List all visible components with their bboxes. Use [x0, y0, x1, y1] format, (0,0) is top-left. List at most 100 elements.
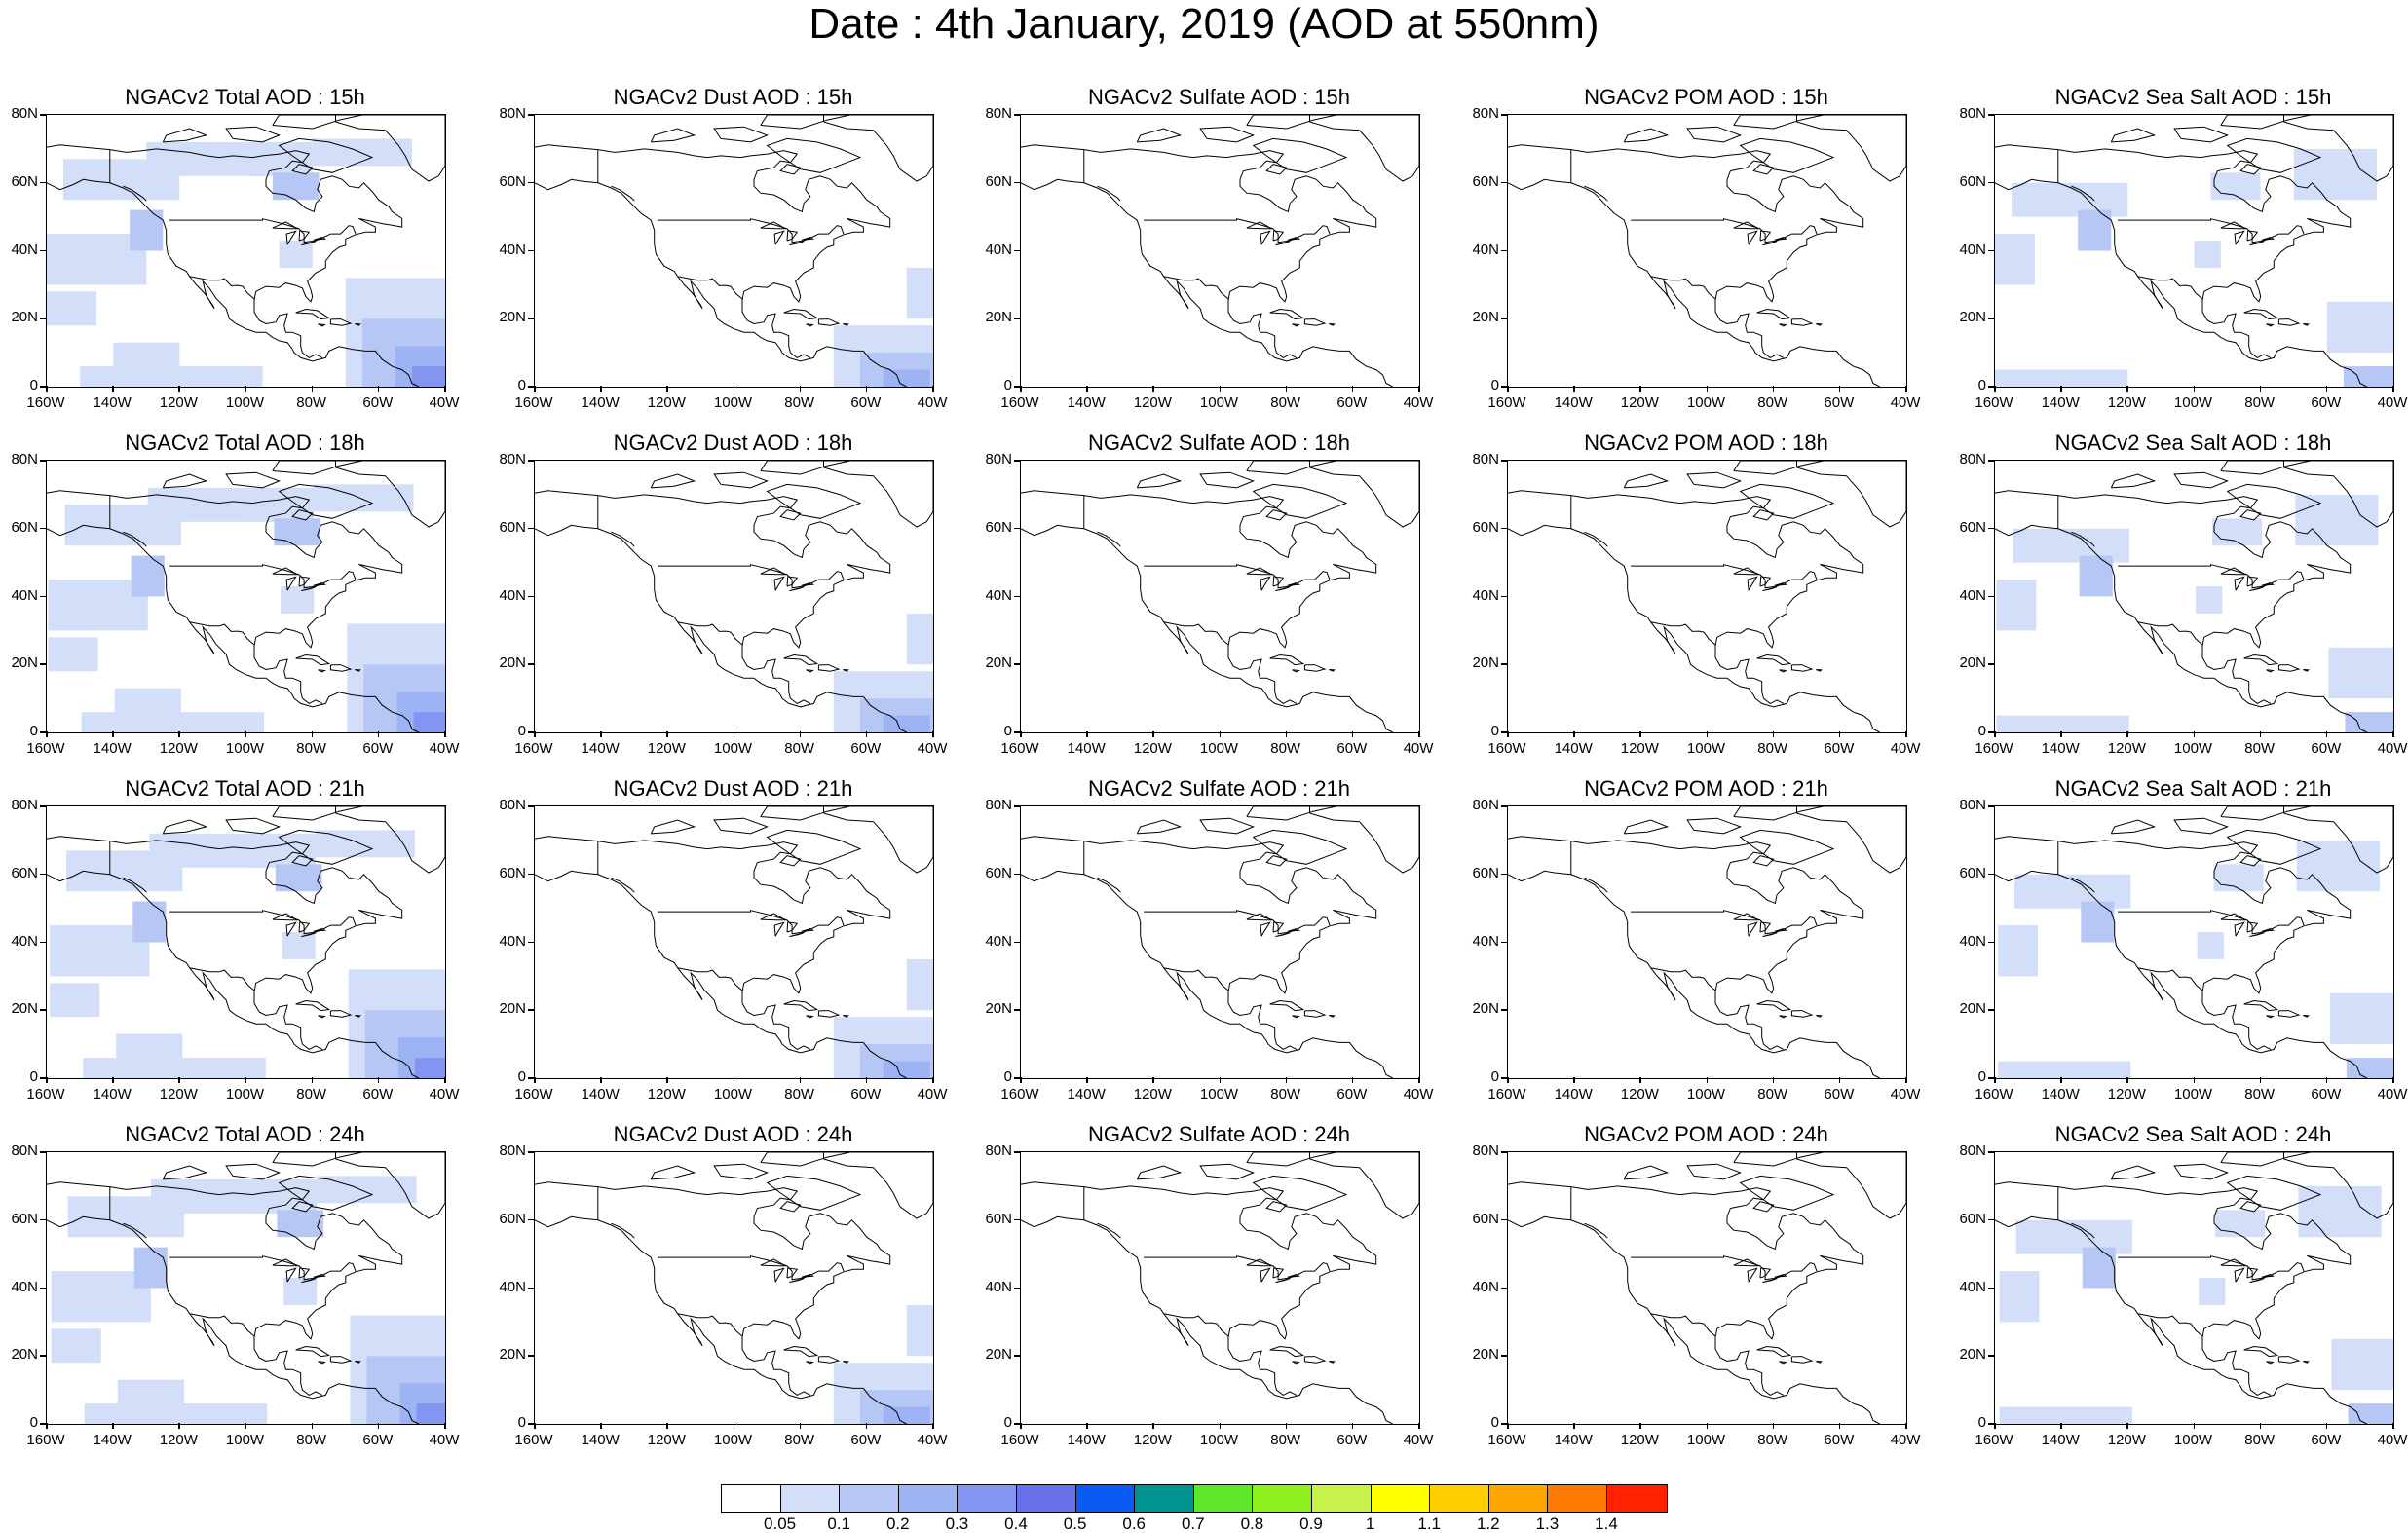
- aod-shading-cell: [2296, 840, 2380, 892]
- aod-shading-cell: [116, 1033, 183, 1062]
- coastline-path: [1762, 1278, 1778, 1284]
- coastline-path: [313, 581, 327, 586]
- coastline-path: [789, 586, 805, 592]
- lon-tick-label: 120W: [1620, 1086, 1659, 1103]
- lon-tick: [444, 1423, 446, 1429]
- lon-tick-label: 100W: [713, 1086, 753, 1103]
- coastline-path: [1623, 473, 1670, 489]
- panel-title: NGACv2 Total AOD : 15h: [125, 85, 365, 109]
- coastline-path: [786, 230, 799, 242]
- coastline-path: [1756, 308, 1792, 320]
- lat-tick-label: 0: [29, 1068, 38, 1085]
- coastline-path: [1246, 115, 1336, 130]
- coastline-path: [2220, 567, 2248, 576]
- lon-tick-label: 100W: [2173, 1432, 2213, 1448]
- coastline-path: [1163, 276, 1229, 300]
- lat-tick-label: 0: [1977, 1068, 1986, 1085]
- coastline-path: [2137, 967, 2203, 991]
- lat-tick-label: 40N: [11, 932, 38, 950]
- coastline-path: [823, 461, 933, 528]
- coastline-path: [1097, 1222, 1121, 1239]
- aod-shading-cell: [413, 712, 445, 732]
- aod-shading-cell: [2331, 1338, 2393, 1391]
- coastline-path: [1756, 1345, 1792, 1358]
- lat-tick-label: 40N: [1472, 241, 1499, 258]
- lon-tick-label: 60W: [850, 1086, 882, 1103]
- coastline-path: [535, 1215, 907, 1424]
- coastline-path: [1779, 323, 1787, 327]
- lat-tick: [40, 941, 46, 943]
- lon-tick-label: 100W: [1686, 1086, 1726, 1103]
- lat-tick-label: 0: [1490, 377, 1499, 393]
- coastline-path: [817, 318, 841, 326]
- aod-shading-cell: [883, 1406, 930, 1424]
- lon-tick: [932, 1077, 934, 1083]
- lon-tick-label: 140W: [1554, 740, 1593, 757]
- coastline-path: [2283, 461, 2393, 528]
- coastline-path: [2118, 218, 2305, 243]
- lat-tick-label: 0: [1977, 723, 1986, 739]
- coastline-path: [1163, 621, 1229, 646]
- lon-tick-label: 60W: [362, 1432, 394, 1448]
- panel-title: NGACv2 Dust AOD : 21h: [613, 776, 853, 801]
- coastline-path: [1269, 999, 1305, 1012]
- lon-tick: [1020, 1077, 1022, 1083]
- lat-tick: [1988, 1355, 1994, 1357]
- lat-tick-label: 60N: [11, 518, 38, 536]
- coastline-path: [658, 564, 845, 589]
- coastline-path: [823, 1152, 933, 1219]
- lon-tick-label: 160W: [1000, 1086, 1039, 1103]
- coastline-path: [278, 137, 374, 173]
- panel-title: NGACv2 Sulfate AOD : 15h: [1087, 85, 1351, 109]
- lat-tick: [1501, 460, 1507, 462]
- lon-tick-label: 80W: [296, 1432, 327, 1448]
- coastline-path: [1275, 241, 1291, 246]
- lat-tick-label: 40N: [985, 586, 1012, 604]
- coastline-path: [1309, 806, 1419, 874]
- lat-tick-label: 60N: [985, 864, 1012, 881]
- lon-tick-label: 80W: [1270, 394, 1301, 411]
- lon-tick-label: 100W: [1199, 394, 1239, 411]
- aod-shading-cell: [132, 901, 167, 943]
- lon-tick: [1152, 731, 1154, 737]
- lat-tick-label: 0: [1003, 1414, 1012, 1431]
- coastline-path: [1260, 921, 1271, 937]
- lon-tick-label: 100W: [1686, 740, 1726, 757]
- coastline-path: [2277, 664, 2301, 672]
- lon-tick-label: 120W: [159, 1432, 198, 1448]
- coastline-path: [1995, 490, 2352, 704]
- coastline-path: [677, 276, 743, 300]
- aod-shading-cell: [2213, 864, 2264, 892]
- aod-shading-cell: [906, 958, 933, 1011]
- lon-tick-label: 160W: [1975, 1086, 2013, 1103]
- colorbar-label: 0.5: [1063, 1514, 1087, 1533]
- coastline-path: [2266, 323, 2275, 327]
- coastline-path: [225, 817, 281, 835]
- lat-tick-label: 40N: [1959, 1278, 1986, 1295]
- coastline-path: [1779, 669, 1787, 673]
- lat-tick: [1501, 318, 1507, 319]
- lat-tick: [40, 595, 46, 597]
- colorbar-swatch: [1311, 1485, 1372, 1512]
- map-area: [1507, 1151, 1907, 1425]
- panel-title: NGACv2 Total AOD : 18h: [125, 430, 365, 455]
- coastline-path: [2118, 910, 2305, 935]
- lon-tick-label: 120W: [1620, 394, 1659, 411]
- lon-tick: [377, 731, 380, 737]
- lon-tick: [865, 731, 868, 737]
- colorbar-label: 0.6: [1122, 1514, 1146, 1533]
- lon-tick-label: 60W: [1336, 740, 1368, 757]
- coastline-path: [2246, 576, 2259, 587]
- colorbar-swatch: [1430, 1485, 1489, 1512]
- aod-shading-cell: [130, 209, 164, 251]
- lon-tick-label: 40W: [1403, 1086, 1434, 1103]
- coastline-path: [1136, 1165, 1183, 1180]
- lat-tick-label: 40N: [985, 241, 1012, 258]
- colorbar-swatch: [1548, 1485, 1607, 1512]
- lon-tick: [1351, 386, 1354, 392]
- lat-tick-label: 40N: [985, 1278, 1012, 1295]
- lon-tick-label: 160W: [1975, 394, 2013, 411]
- lon-tick-label: 140W: [93, 1432, 132, 1448]
- coastline-path: [1759, 921, 1772, 933]
- lon-tick: [1639, 386, 1641, 392]
